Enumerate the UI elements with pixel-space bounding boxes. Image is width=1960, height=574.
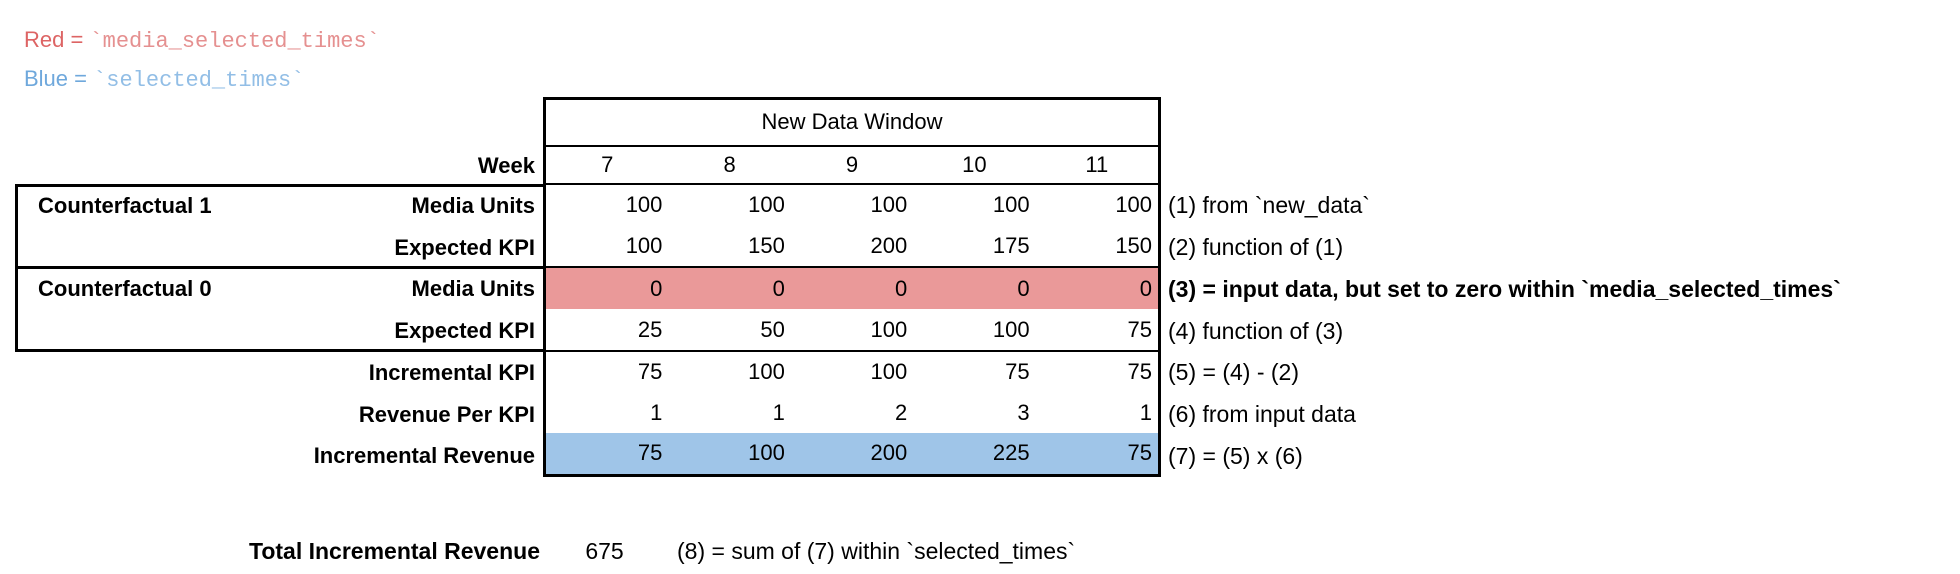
data-cell: 175 — [992, 232, 1030, 258]
annotation-2: (2) function of (1) — [1168, 233, 1344, 260]
incremental-section: 75 100 100 75 75 1 1 2 3 1 75 100 200 22… — [546, 352, 1158, 474]
data-cell: 100 — [870, 192, 908, 217]
week-number: 10 — [962, 152, 987, 177]
grid-header-new-data-window: New Data Window — [546, 100, 1158, 147]
row-label-incremental-revenue: Incremental Revenue — [313, 443, 535, 468]
week-number: 7 — [601, 152, 614, 177]
data-cell: 2 — [894, 399, 908, 425]
data-cell: 100 — [625, 232, 663, 258]
week-number: 8 — [723, 152, 736, 177]
annotation-7: (7) = (5) x (6) — [1168, 443, 1303, 469]
data-cell: 1 — [772, 399, 785, 425]
annotation-5: (5) = (4) - (2) — [1168, 359, 1299, 385]
row-incremental-revenue-highlight-blue: 75 100 200 225 75 — [546, 433, 1158, 474]
data-cell: 1 — [650, 399, 663, 425]
data-cell: 100 — [1115, 192, 1153, 217]
legend-blue-label: Blue = — [24, 66, 94, 91]
row-label-expected-kpi-cf1: Expected KPI — [394, 234, 535, 260]
data-cell: 75 — [637, 440, 663, 466]
data-cell: 100 — [870, 359, 908, 384]
row-revenue-per-kpi: 1 1 2 3 1 — [546, 393, 1158, 434]
annotation-3: (3) = input data, but set to zero within… — [1168, 276, 1841, 302]
data-cell: 100 — [992, 192, 1030, 217]
data-cell: 0 — [1017, 276, 1030, 301]
group-label-counterfactual-1: Counterfactual 1 — [38, 193, 212, 218]
data-cell: 200 — [870, 232, 908, 258]
legend-red-line: Red = `media_selected_times` — [24, 21, 380, 60]
annotation-1: (1) from `new_data` — [1168, 192, 1370, 218]
data-cell: 100 — [748, 440, 785, 466]
row-label-expected-kpi-cf0: Expected KPI — [394, 318, 535, 343]
legend-red-label: Red = — [24, 27, 90, 52]
week-number: 11 — [1085, 152, 1109, 177]
row-label-media-units-cf0: Media Units — [411, 276, 535, 301]
data-cell: 1 — [1139, 399, 1153, 425]
data-cell: 75 — [637, 359, 663, 384]
row-expected-kpi-cf0: 25 50 100 100 75 — [546, 309, 1158, 350]
data-cell: 0 — [650, 276, 663, 301]
data-cell: 50 — [760, 317, 785, 342]
data-cell: 25 — [637, 317, 663, 342]
row-media-units-cf1: 100 100 100 100 100 — [546, 185, 1158, 226]
week-number: 9 — [845, 152, 859, 177]
data-cell: 75 — [1127, 359, 1153, 384]
total-incremental-revenue-value: 675 — [585, 538, 624, 564]
annotation-8: (8) = sum of (7) within `selected_times` — [677, 538, 1076, 564]
data-cell: 75 — [1127, 440, 1153, 466]
counterfactual-group-divider — [18, 187, 543, 269]
row-label-media-units-cf1: Media Units — [411, 193, 535, 218]
counterfactual-0-section: 0 0 0 0 0 25 50 100 100 75 — [546, 268, 1158, 352]
data-cell: 225 — [992, 440, 1030, 466]
total-incremental-revenue-label: Total Incremental Revenue — [249, 538, 540, 564]
data-cell: 75 — [1005, 359, 1030, 384]
row-media-units-cf0-highlight-red: 0 0 0 0 0 — [546, 268, 1158, 309]
data-cell: 0 — [894, 276, 908, 301]
legend-red-code: `media_selected_times` — [89, 29, 380, 54]
counterfactual-1-section: 100 100 100 100 100 100 150 200 175 150 — [546, 185, 1158, 268]
data-cell: 3 — [1017, 399, 1030, 425]
data-cell: 0 — [772, 276, 785, 301]
data-cell: 75 — [1127, 317, 1153, 342]
row-expected-kpi-cf1: 100 150 200 175 150 — [546, 226, 1158, 267]
week-number-row: 7 8 9 10 11 — [546, 147, 1158, 185]
data-cell: 150 — [1115, 232, 1153, 258]
row-label-week: Week — [477, 153, 535, 178]
legend-blue-line: Blue = `selected_times` — [24, 60, 380, 99]
data-cell: 100 — [992, 317, 1030, 342]
data-cell: 100 — [748, 359, 785, 384]
color-legend: Red = `media_selected_times` Blue = `sel… — [24, 21, 380, 99]
data-cell: 150 — [748, 232, 785, 258]
data-grid: New Data Window 7 8 9 10 11 100 100 100 … — [543, 97, 1161, 477]
row-incremental-kpi: 75 100 100 75 75 — [546, 352, 1158, 393]
row-label-incremental-kpi: Incremental KPI — [368, 360, 535, 385]
annotation-4: (4) function of (3) — [1168, 318, 1344, 344]
data-cell: 100 — [748, 192, 785, 217]
data-cell: 100 — [625, 192, 663, 217]
legend-blue-code: `selected_times` — [93, 68, 305, 93]
data-cell: 100 — [870, 317, 908, 342]
data-cell: 200 — [870, 440, 908, 466]
data-cell: 0 — [1139, 276, 1153, 301]
annotation-6: (6) from input data — [1168, 400, 1356, 427]
group-label-counterfactual-0: Counterfactual 0 — [38, 276, 212, 301]
row-label-revenue-per-kpi: Revenue Per KPI — [358, 401, 535, 427]
